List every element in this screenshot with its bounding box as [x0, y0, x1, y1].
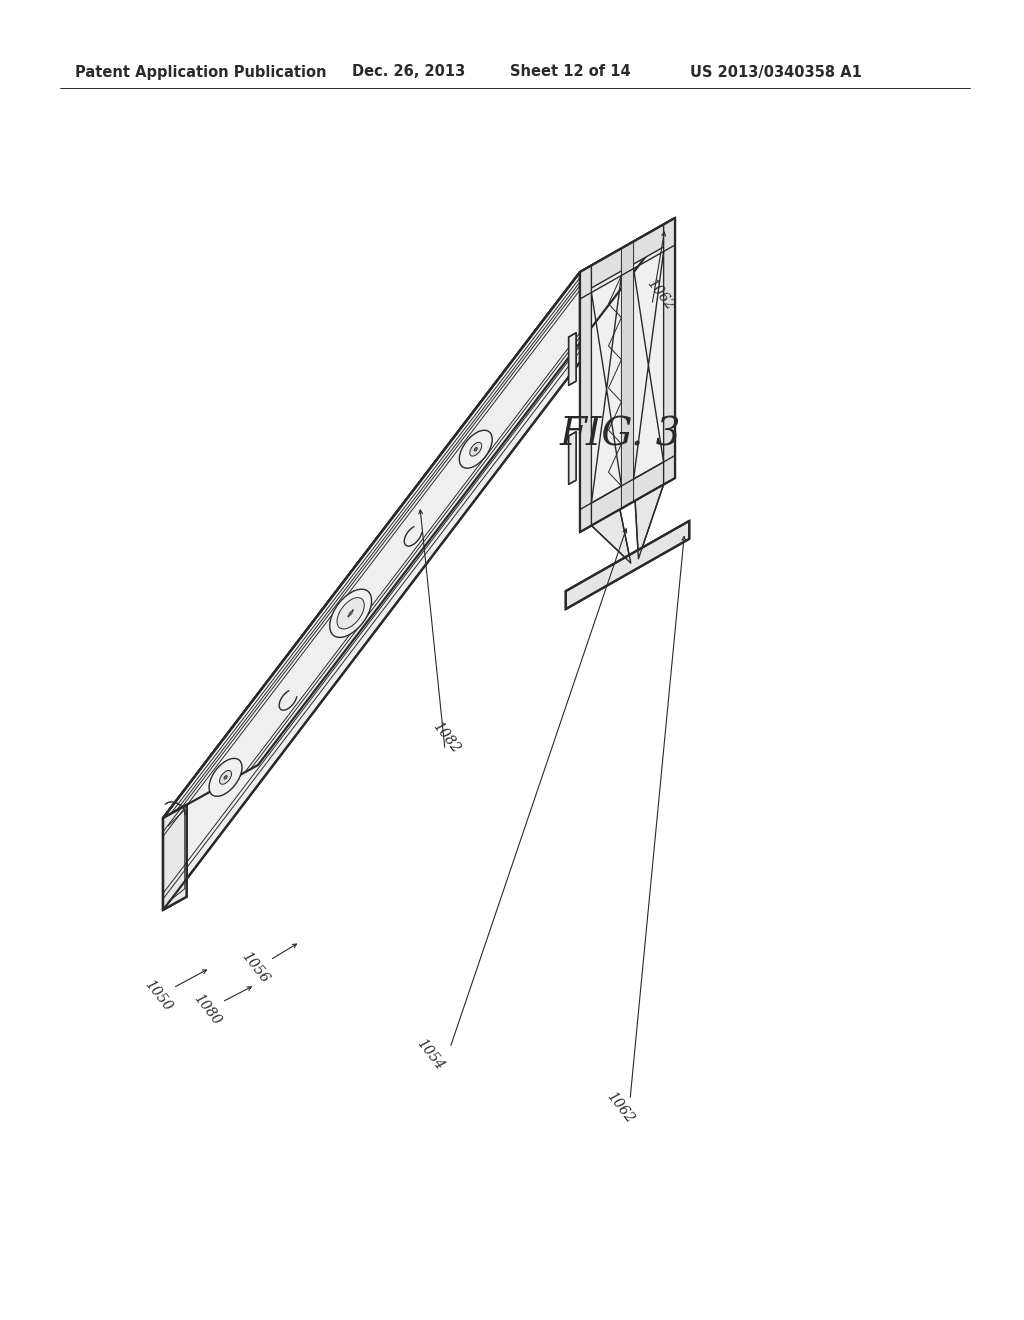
Polygon shape: [635, 484, 664, 558]
Ellipse shape: [474, 447, 477, 451]
Ellipse shape: [209, 759, 242, 796]
Ellipse shape: [348, 611, 352, 615]
Polygon shape: [568, 432, 577, 484]
Text: 1056: 1056: [239, 949, 271, 986]
Text: 1082: 1082: [430, 719, 463, 756]
Text: Dec. 26, 2013: Dec. 26, 2013: [352, 65, 465, 79]
Ellipse shape: [337, 598, 365, 630]
Ellipse shape: [330, 589, 372, 638]
Text: Sheet 12 of 14: Sheet 12 of 14: [510, 65, 631, 79]
Polygon shape: [580, 218, 675, 294]
Polygon shape: [163, 264, 593, 818]
Ellipse shape: [224, 776, 227, 779]
Polygon shape: [580, 265, 592, 532]
Polygon shape: [664, 218, 675, 484]
Polygon shape: [565, 521, 689, 609]
Text: 1054: 1054: [414, 1036, 446, 1073]
Text: 1080: 1080: [190, 991, 223, 1028]
Polygon shape: [622, 242, 634, 508]
Polygon shape: [592, 510, 631, 564]
Polygon shape: [580, 455, 675, 532]
Ellipse shape: [470, 442, 481, 457]
Polygon shape: [568, 333, 577, 385]
Polygon shape: [163, 272, 580, 909]
Ellipse shape: [219, 771, 231, 784]
Text: Patent Application Publication: Patent Application Publication: [75, 65, 327, 79]
Polygon shape: [245, 218, 675, 772]
Text: 1050: 1050: [141, 978, 174, 1014]
Polygon shape: [163, 218, 675, 818]
Ellipse shape: [460, 430, 493, 469]
Text: FIG. 3: FIG. 3: [559, 417, 681, 454]
Text: 1062: 1062: [603, 1090, 637, 1126]
Text: US 2013/0340358 A1: US 2013/0340358 A1: [690, 65, 862, 79]
Polygon shape: [580, 218, 675, 532]
Text: 1062: 1062: [643, 277, 677, 313]
Polygon shape: [163, 805, 186, 909]
